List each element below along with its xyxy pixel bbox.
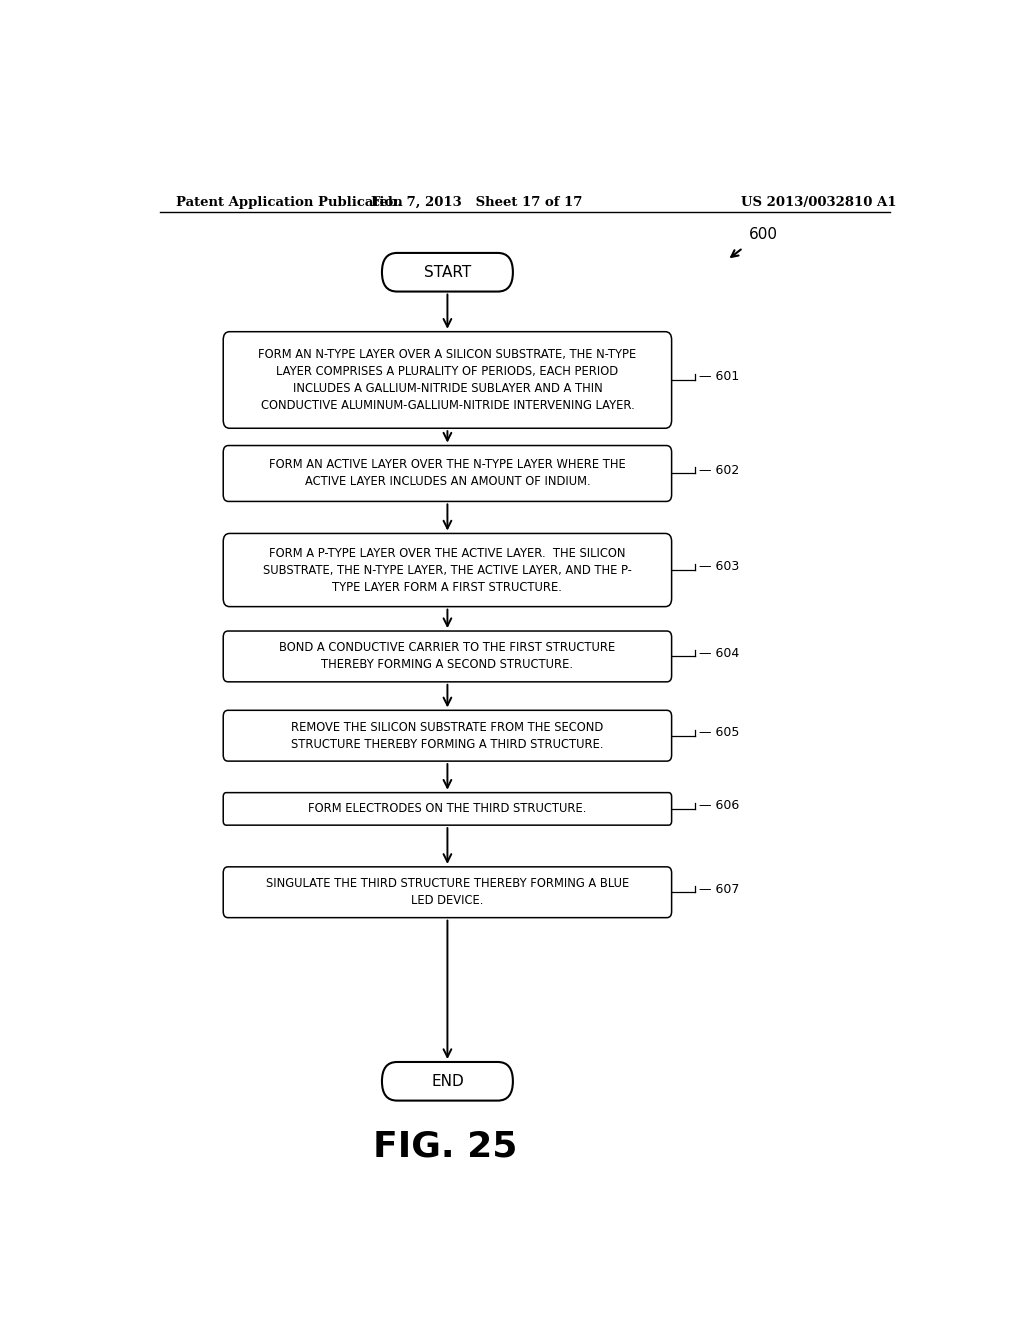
Text: Patent Application Publication: Patent Application Publication <box>176 195 402 209</box>
Text: — 604: — 604 <box>699 647 739 660</box>
Text: FORM AN ACTIVE LAYER OVER THE N-TYPE LAYER WHERE THE
ACTIVE LAYER INCLUDES AN AM: FORM AN ACTIVE LAYER OVER THE N-TYPE LAY… <box>269 458 626 488</box>
Text: 600: 600 <box>749 227 777 242</box>
Text: FORM A P-TYPE LAYER OVER THE ACTIVE LAYER.  THE SILICON
SUBSTRATE, THE N-TYPE LA: FORM A P-TYPE LAYER OVER THE ACTIVE LAYE… <box>263 546 632 594</box>
FancyBboxPatch shape <box>223 867 672 917</box>
Text: — 605: — 605 <box>699 726 739 739</box>
Text: FORM ELECTRODES ON THE THIRD STRUCTURE.: FORM ELECTRODES ON THE THIRD STRUCTURE. <box>308 803 587 816</box>
FancyBboxPatch shape <box>223 631 672 682</box>
FancyBboxPatch shape <box>223 533 672 607</box>
Text: END: END <box>431 1073 464 1089</box>
Text: FIG. 25: FIG. 25 <box>374 1130 517 1163</box>
Text: START: START <box>424 265 471 280</box>
FancyBboxPatch shape <box>223 331 672 428</box>
Text: FORM AN N-TYPE LAYER OVER A SILICON SUBSTRATE, THE N-TYPE
LAYER COMPRISES A PLUR: FORM AN N-TYPE LAYER OVER A SILICON SUBS… <box>258 348 637 412</box>
FancyBboxPatch shape <box>223 710 672 762</box>
Text: — 602: — 602 <box>699 463 739 477</box>
Text: — 607: — 607 <box>699 883 739 896</box>
Text: — 601: — 601 <box>699 371 739 383</box>
Text: BOND A CONDUCTIVE CARRIER TO THE FIRST STRUCTURE
THEREBY FORMING A SECOND STRUCT: BOND A CONDUCTIVE CARRIER TO THE FIRST S… <box>280 642 615 672</box>
FancyBboxPatch shape <box>223 792 672 825</box>
Text: — 603: — 603 <box>699 561 739 573</box>
FancyBboxPatch shape <box>223 446 672 502</box>
Text: Feb. 7, 2013   Sheet 17 of 17: Feb. 7, 2013 Sheet 17 of 17 <box>372 195 583 209</box>
Text: REMOVE THE SILICON SUBSTRATE FROM THE SECOND
STRUCTURE THEREBY FORMING A THIRD S: REMOVE THE SILICON SUBSTRATE FROM THE SE… <box>291 721 604 751</box>
Text: US 2013/0032810 A1: US 2013/0032810 A1 <box>740 195 896 209</box>
Text: — 606: — 606 <box>699 800 739 812</box>
FancyBboxPatch shape <box>382 253 513 292</box>
FancyBboxPatch shape <box>382 1063 513 1101</box>
Text: SINGULATE THE THIRD STRUCTURE THEREBY FORMING A BLUE
LED DEVICE.: SINGULATE THE THIRD STRUCTURE THEREBY FO… <box>266 878 629 907</box>
